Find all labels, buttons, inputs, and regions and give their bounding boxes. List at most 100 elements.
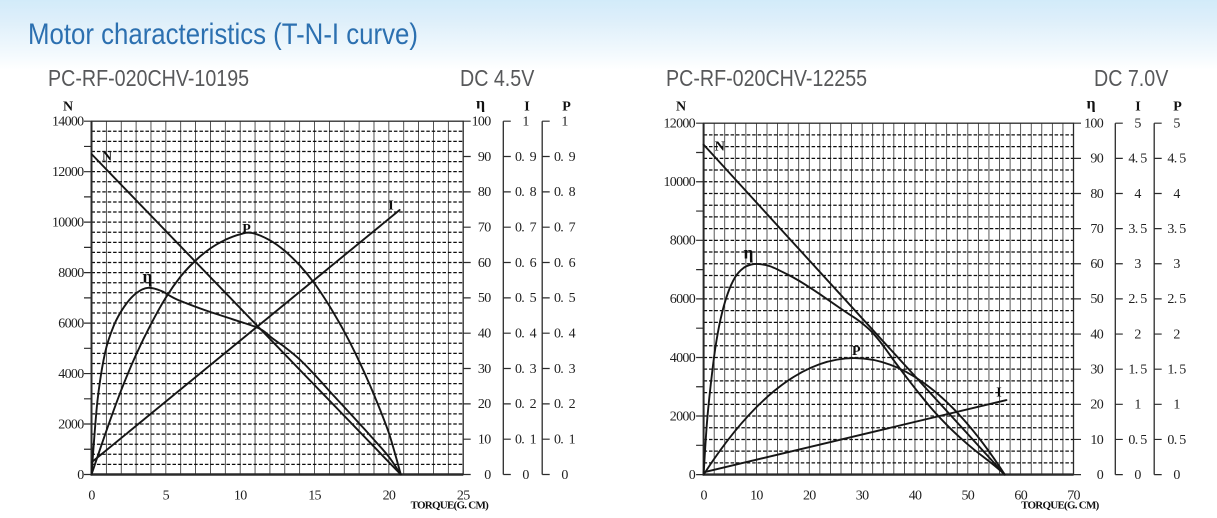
svg-text:N: N <box>63 100 73 115</box>
svg-text:0: 0 <box>77 468 84 483</box>
svg-text:100: 100 <box>1084 117 1104 132</box>
svg-text:40: 40 <box>478 327 491 342</box>
svg-text:3. 5: 3. 5 <box>1128 222 1147 237</box>
svg-text:1: 1 <box>561 115 568 130</box>
svg-text:0. 2: 0. 2 <box>554 397 576 412</box>
svg-text:η: η <box>143 267 153 287</box>
svg-text:0. 6: 0. 6 <box>515 256 537 271</box>
svg-text:6000: 6000 <box>58 316 84 331</box>
svg-text:TORQUE(G. CM): TORQUE(G. CM) <box>411 500 490 512</box>
svg-text:P: P <box>562 100 571 115</box>
svg-text:0. 9: 0. 9 <box>515 150 537 165</box>
svg-text:4. 5: 4. 5 <box>1167 152 1186 167</box>
svg-text:I: I <box>996 386 1001 401</box>
svg-text:1: 1 <box>1173 398 1180 413</box>
svg-text:90: 90 <box>1090 152 1103 167</box>
svg-text:20: 20 <box>383 489 396 504</box>
svg-text:3. 5: 3. 5 <box>1167 222 1186 237</box>
svg-text:0. 2: 0. 2 <box>515 397 537 412</box>
svg-text:P: P <box>242 222 251 237</box>
svg-text:8000: 8000 <box>670 234 696 249</box>
svg-text:0. 1: 0. 1 <box>554 433 576 448</box>
svg-text:5: 5 <box>1173 117 1180 132</box>
svg-text:I: I <box>388 199 393 214</box>
svg-text:0. 5: 0. 5 <box>1167 433 1186 448</box>
svg-text:14000: 14000 <box>52 115 84 130</box>
svg-text:12000: 12000 <box>663 117 695 132</box>
svg-text:P: P <box>852 344 861 359</box>
svg-text:0. 7: 0. 7 <box>554 221 576 236</box>
svg-text:5: 5 <box>163 489 170 504</box>
svg-text:0. 1: 0. 1 <box>515 433 537 448</box>
svg-text:0. 4: 0. 4 <box>515 327 537 342</box>
svg-text:η: η <box>1086 96 1095 113</box>
svg-text:50: 50 <box>961 489 974 504</box>
svg-text:20: 20 <box>803 489 816 504</box>
svg-text:1: 1 <box>522 115 529 130</box>
svg-text:N: N <box>715 140 725 155</box>
svg-text:30: 30 <box>1090 363 1103 378</box>
svg-text:20: 20 <box>478 397 491 412</box>
svg-text:0: 0 <box>522 468 529 483</box>
svg-text:0. 8: 0. 8 <box>554 185 576 200</box>
svg-text:4000: 4000 <box>670 351 696 366</box>
svg-text:12000: 12000 <box>52 165 84 180</box>
svg-text:8000: 8000 <box>58 266 84 281</box>
svg-text:0: 0 <box>561 468 568 483</box>
svg-text:I: I <box>1135 100 1140 115</box>
svg-text:10000: 10000 <box>663 175 695 190</box>
svg-text:0. 4: 0. 4 <box>554 327 576 342</box>
svg-text:0: 0 <box>1097 468 1104 483</box>
svg-text:0: 0 <box>1134 468 1141 483</box>
svg-text:0. 3: 0. 3 <box>554 362 576 377</box>
svg-text:90: 90 <box>478 150 491 165</box>
svg-text:N: N <box>102 150 112 165</box>
svg-text:5: 5 <box>1134 117 1141 132</box>
svg-text:70: 70 <box>478 221 491 236</box>
svg-text:100: 100 <box>472 115 492 130</box>
svg-text:η: η <box>476 96 485 113</box>
svg-text:0. 5: 0. 5 <box>1128 433 1147 448</box>
svg-text:40: 40 <box>1090 327 1103 342</box>
svg-text:2: 2 <box>1173 327 1180 342</box>
svg-text:60: 60 <box>478 256 491 271</box>
svg-text:10: 10 <box>234 489 247 504</box>
svg-text:60: 60 <box>1090 257 1103 272</box>
svg-text:70: 70 <box>1067 489 1080 504</box>
svg-text:40: 40 <box>909 489 922 504</box>
svg-text:P: P <box>1173 100 1182 115</box>
svg-text:3: 3 <box>1173 257 1180 272</box>
svg-text:2. 5: 2. 5 <box>1128 292 1147 307</box>
svg-text:1: 1 <box>1134 398 1141 413</box>
svg-text:30: 30 <box>478 362 491 377</box>
svg-text:0. 5: 0. 5 <box>554 291 576 306</box>
svg-text:80: 80 <box>478 185 491 200</box>
svg-text:4. 5: 4. 5 <box>1128 152 1147 167</box>
svg-text:50: 50 <box>1090 292 1103 307</box>
svg-text:2000: 2000 <box>58 417 84 432</box>
svg-text:4: 4 <box>1134 187 1141 202</box>
svg-text:2. 5: 2. 5 <box>1167 292 1186 307</box>
svg-text:25: 25 <box>457 489 470 504</box>
svg-text:6000: 6000 <box>670 292 696 307</box>
svg-text:1. 5: 1. 5 <box>1167 363 1186 378</box>
svg-text:0: 0 <box>88 489 95 504</box>
svg-text:I: I <box>524 100 529 115</box>
svg-text:4: 4 <box>1173 187 1180 202</box>
svg-text:0. 9: 0. 9 <box>554 150 576 165</box>
svg-text:10: 10 <box>478 433 491 448</box>
svg-text:10000: 10000 <box>52 215 84 230</box>
svg-text:10: 10 <box>1090 433 1103 448</box>
svg-text:0: 0 <box>484 468 491 483</box>
svg-text:0: 0 <box>1173 468 1180 483</box>
svg-text:10: 10 <box>750 489 763 504</box>
svg-text:50: 50 <box>478 291 491 306</box>
svg-text:N: N <box>676 100 686 115</box>
svg-text:0. 5: 0. 5 <box>515 291 537 306</box>
svg-text:4000: 4000 <box>58 367 84 382</box>
svg-text:3: 3 <box>1134 257 1141 272</box>
svg-text:0. 6: 0. 6 <box>554 256 576 271</box>
svg-text:0. 8: 0. 8 <box>515 185 537 200</box>
svg-text:TORQUE(G. CM): TORQUE(G. CM) <box>1021 500 1100 512</box>
svg-text:η: η <box>744 243 754 263</box>
